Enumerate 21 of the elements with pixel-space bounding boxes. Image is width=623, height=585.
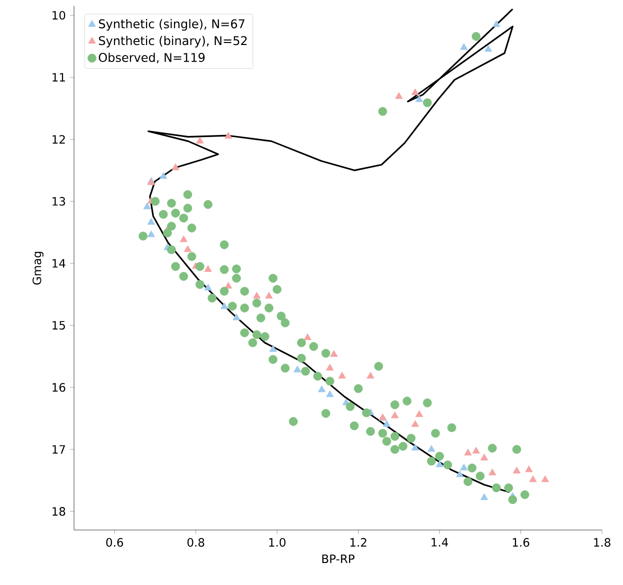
y-tick-label: 15: [52, 321, 65, 330]
legend-label: Synthetic (binary), N=52: [98, 36, 247, 48]
y-tick-label: 10: [52, 10, 66, 20]
x-tick-label: 1.0: [269, 538, 286, 547]
x-tick-label: 1.4: [432, 538, 448, 546]
y-tick-label: 16: [52, 383, 66, 392]
x-tick-label: 1.2: [350, 538, 366, 547]
y-tick-label: 12: [52, 135, 65, 144]
x-tick-label: 0.6: [106, 538, 124, 547]
y-tick-label: 14: [52, 259, 66, 268]
legend-label: Observed, N=119: [98, 52, 205, 64]
y-tick-label: 18: [52, 507, 66, 516]
y-tick-label: 11: [52, 73, 65, 82]
y-tick-label: 17: [52, 445, 65, 454]
x-tick-label: 1.8: [594, 538, 610, 547]
x-axis-title: BP-RP: [322, 554, 354, 563]
y-tick-label: 13: [52, 197, 66, 206]
x-tick-label: 0.8: [187, 538, 204, 547]
legend-label: Synthetic (single), N=67: [98, 19, 244, 31]
x-tick-label: 1.6: [512, 538, 530, 547]
y-axis-title: Gmag: [32, 252, 44, 285]
